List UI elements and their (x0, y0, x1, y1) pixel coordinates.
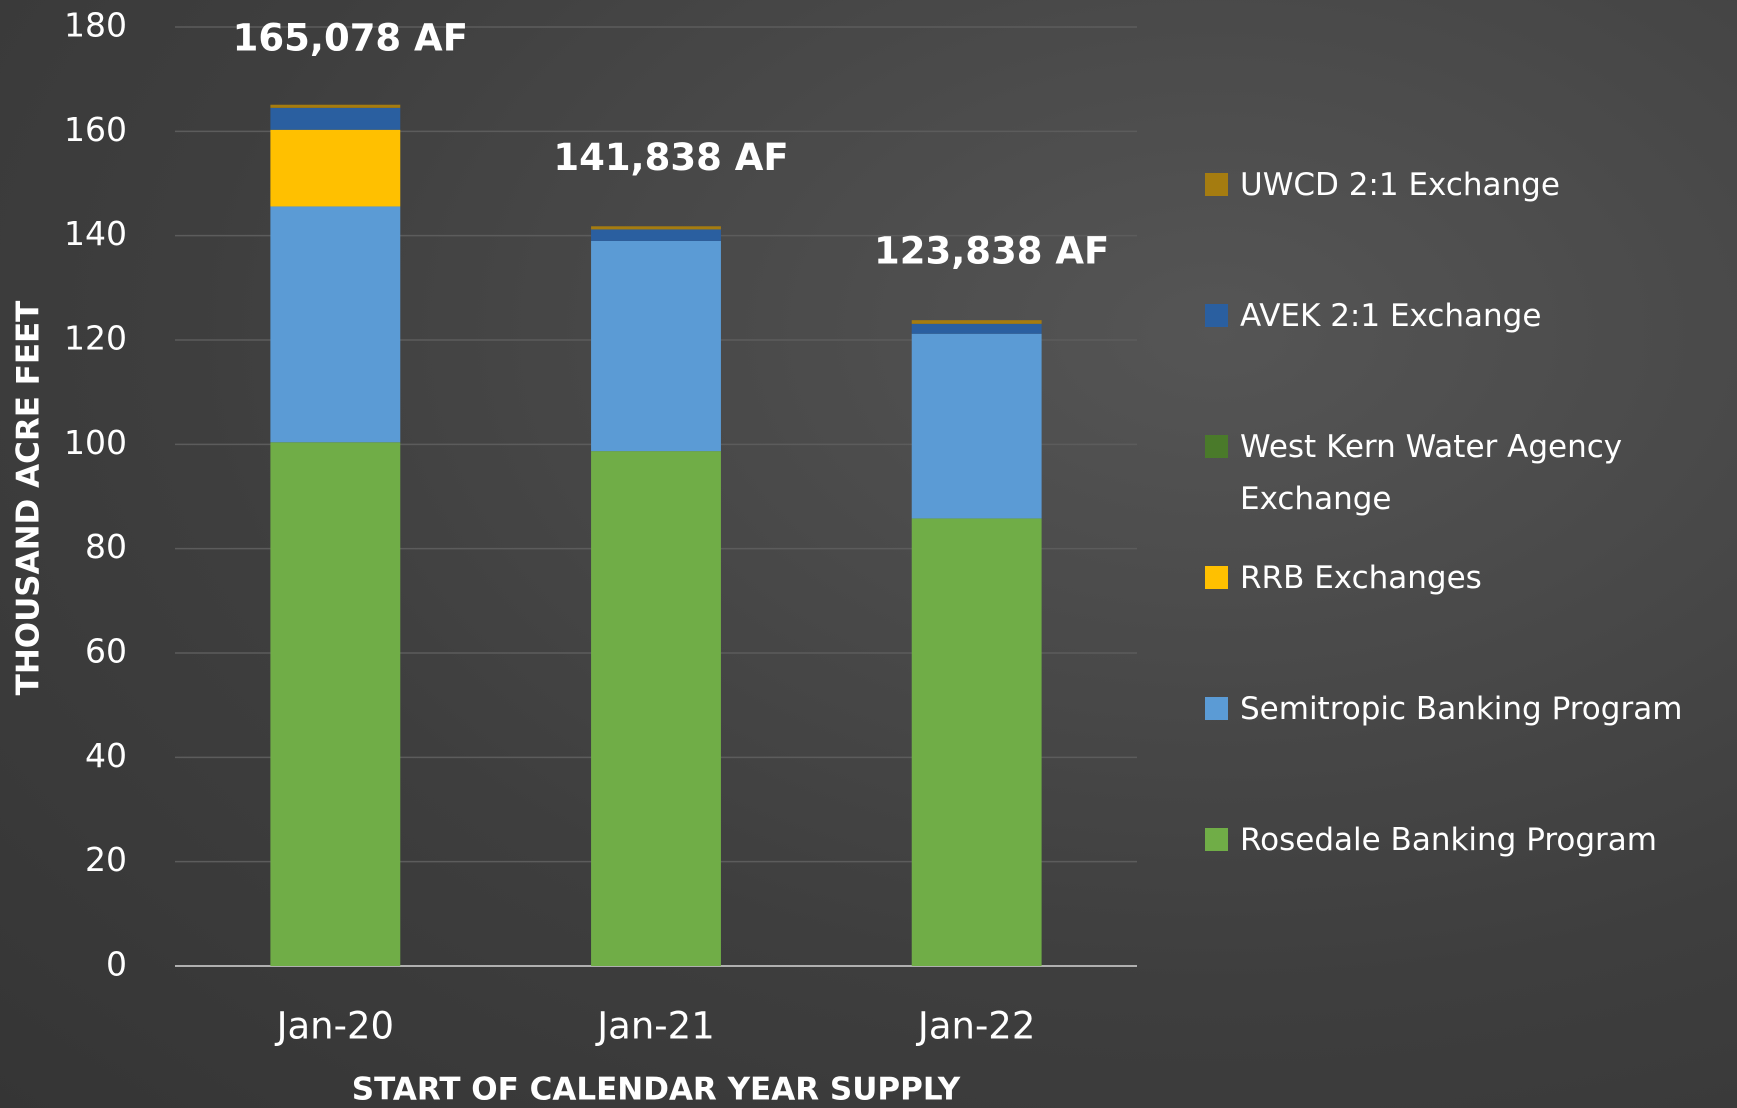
bar-segment (911, 333, 1042, 519)
bar-segment (270, 442, 401, 966)
legend-item: RRB Exchanges (1205, 552, 1735, 604)
legend-item: Semitropic Banking Program (1205, 683, 1735, 735)
bar-segment (591, 229, 721, 241)
bar-segment (270, 129, 401, 207)
bar-segment (911, 518, 1042, 966)
legend-label: West Kern Water Agency Exchange (1240, 429, 1623, 517)
y-tick-label: 0 (106, 945, 127, 984)
legend-label: UWCD 2:1 Exchange (1240, 167, 1560, 203)
legend-swatch (1205, 304, 1228, 327)
x-tick-label: Jan-21 (595, 1005, 714, 1048)
total-label: 123,838 AF (874, 230, 1109, 273)
bar-segment (911, 323, 1042, 334)
legend-item: West Kern Water Agency Exchange (1205, 421, 1735, 525)
total-label: 165,078 AF (233, 17, 468, 60)
legend-label: RRB Exchanges (1240, 560, 1482, 596)
y-tick-label: 20 (85, 840, 127, 879)
y-tick-label: 40 (85, 736, 127, 775)
legend-item: Rosedale Banking Program (1205, 814, 1735, 866)
bar-segment (591, 240, 721, 452)
y-tick-label: 140 (64, 214, 127, 253)
y-tick-label: 100 (64, 423, 127, 462)
total-label: 141,838 AF (553, 136, 788, 179)
bar-segment (911, 320, 1042, 324)
x-axis-title: START OF CALENDAR YEAR SUPPLY (352, 1072, 961, 1108)
x-tick-label: Jan-20 (275, 1005, 394, 1048)
legend-label: Semitropic Banking Program (1240, 691, 1683, 727)
y-tick-label: 180 (64, 6, 127, 45)
legend-swatch (1205, 697, 1228, 720)
bar-segment (591, 451, 721, 966)
y-tick-label: 80 (85, 527, 127, 566)
y-tick-label: 60 (85, 632, 127, 671)
legend-swatch (1205, 828, 1228, 851)
bar-segment (591, 226, 721, 230)
x-tick-label: Jan-22 (916, 1005, 1035, 1048)
legend-label: Rosedale Banking Program (1240, 822, 1658, 858)
y-tick-label: 160 (64, 110, 127, 149)
legend-swatch (1205, 566, 1228, 589)
legend-swatch (1205, 173, 1228, 196)
legend-label: AVEK 2:1 Exchange (1240, 298, 1542, 334)
legend-swatch (1205, 435, 1228, 458)
legend-item: UWCD 2:1 Exchange (1205, 159, 1735, 211)
y-tick-label: 120 (64, 319, 127, 358)
legend-item: AVEK 2:1 Exchange (1205, 290, 1735, 342)
bar-segment (270, 104, 401, 108)
y-axis-title: THOUSAND ACRE FEET (11, 301, 47, 696)
bar-segment (270, 107, 401, 130)
bar-segment (270, 206, 401, 443)
